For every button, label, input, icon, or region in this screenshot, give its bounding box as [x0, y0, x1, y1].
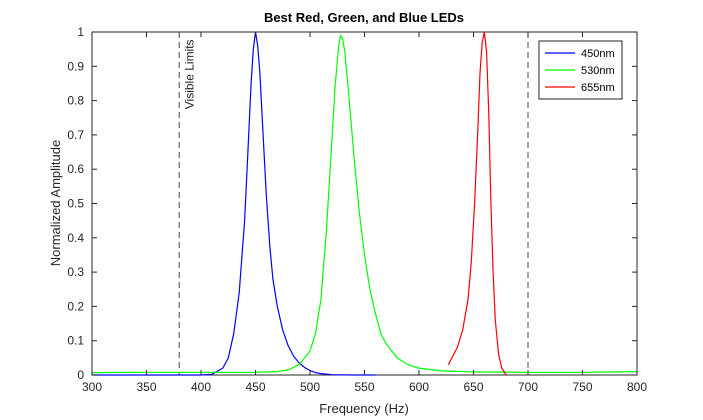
legend-label-655nm: 655nm: [581, 82, 615, 94]
y-axis-label: Normalized Amplitude: [48, 140, 63, 266]
series-line-530nm: [91, 33, 638, 374]
y-tick-label: 0: [77, 368, 84, 382]
y-tick-label: 0.1: [67, 334, 84, 348]
reference-lines: [178, 32, 529, 375]
y-tick-label: 0.9: [67, 59, 84, 73]
series-lines: [91, 31, 638, 376]
series-line-450nm: [92, 31, 376, 376]
y-tick-label: 0.2: [67, 299, 84, 313]
chart-title: Best Red, Green, and Blue LEDs: [264, 10, 464, 25]
visible-limits-annotation: Visible Limits: [183, 39, 197, 109]
y-tick-label: 0.5: [67, 197, 84, 211]
x-tick-label: 450: [245, 380, 265, 394]
y-tick-label: 0.7: [67, 128, 84, 142]
x-tick-label: 500: [300, 380, 320, 394]
y-tick-label: 0.6: [67, 162, 84, 176]
x-tick-label: 350: [136, 380, 156, 394]
x-tick-label: 550: [354, 380, 374, 394]
x-axis: 300 350 400 450 500 550 600 650 700 750 800: [82, 32, 647, 394]
legend: 450nm 530nm 655nm: [538, 40, 623, 100]
x-axis-label: Frequency (Hz): [319, 401, 409, 416]
y-tick-label: 0.8: [67, 94, 84, 108]
y-axis: 0 0.1 0.2 0.3 0.4 0.5 0.6 0.7 0.8 0.9 1: [67, 25, 637, 382]
x-tick-label: 600: [409, 380, 429, 394]
y-tick-label: 0.3: [67, 265, 84, 279]
series-line-655nm: [447, 31, 507, 376]
x-tick-label: 700: [518, 380, 538, 394]
x-tick-label: 750: [572, 380, 592, 394]
x-tick-label: 400: [191, 380, 211, 394]
y-tick-label: 1: [77, 25, 84, 39]
y-tick-label: 0.4: [67, 231, 84, 245]
x-tick-label: 800: [627, 380, 647, 394]
x-tick-label: 650: [463, 380, 483, 394]
x-tick-label: 300: [82, 380, 102, 394]
legend-label-450nm: 450nm: [581, 48, 615, 60]
legend-label-530nm: 530nm: [581, 65, 615, 77]
